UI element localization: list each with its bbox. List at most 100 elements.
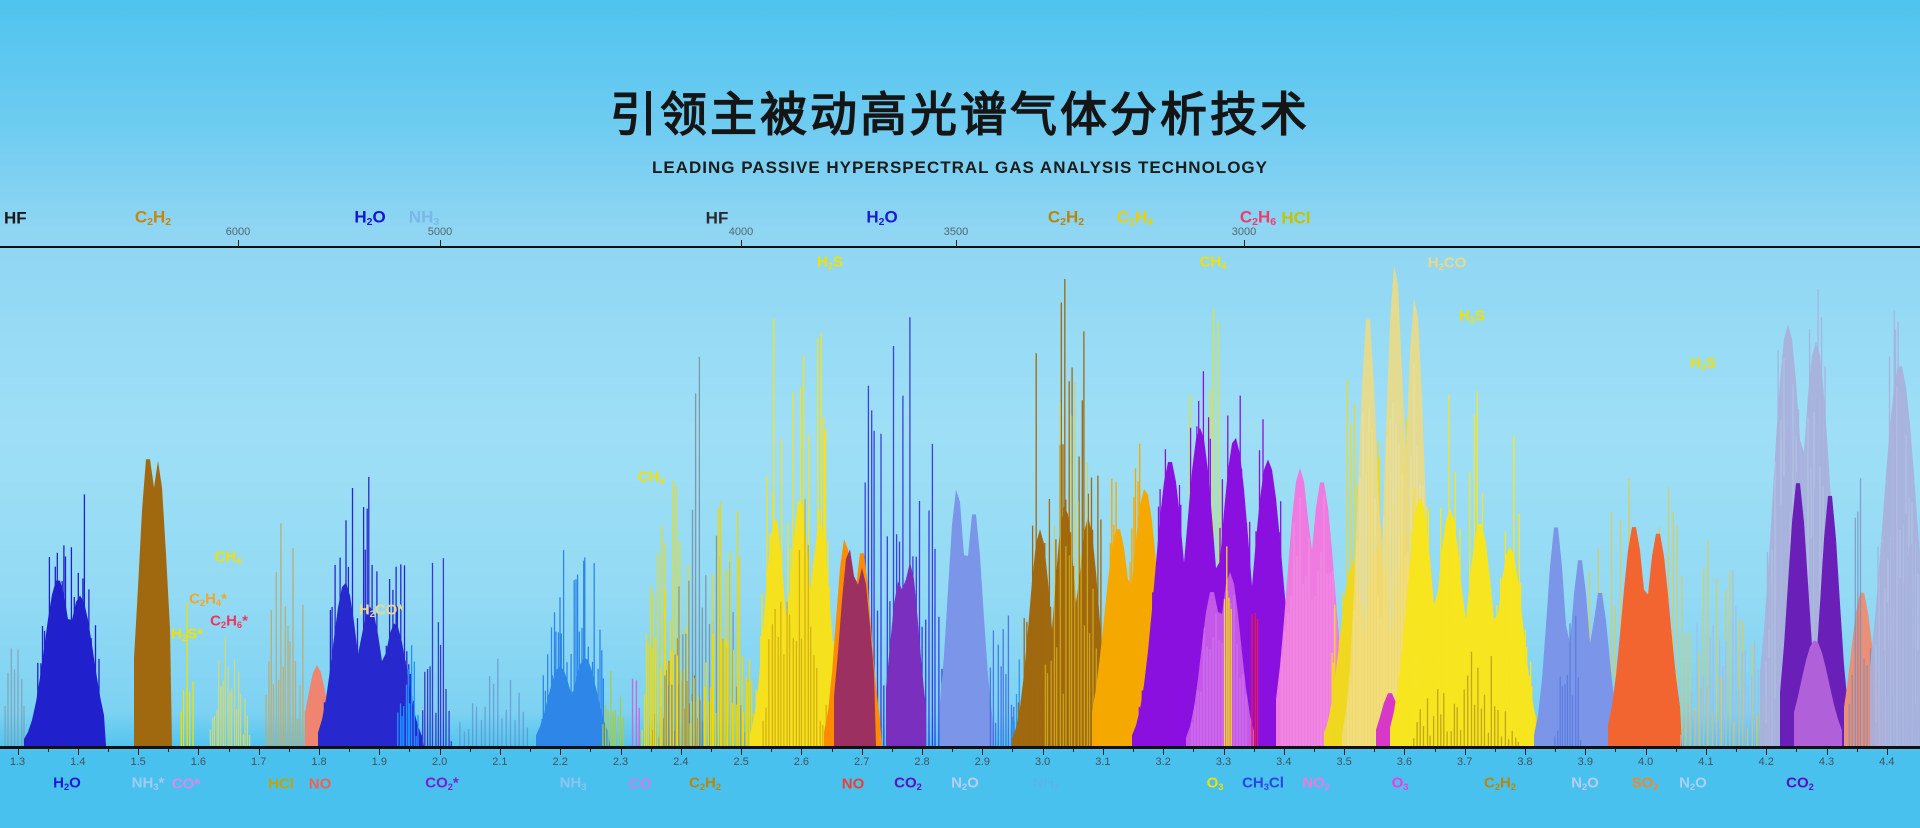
band-orchid-inner-mound bbox=[1186, 572, 1254, 746]
inner-gas-label-ch4: CH4 bbox=[1199, 253, 1227, 272]
wavelength-minor-tick bbox=[107, 749, 109, 752]
bottom-gas-label-no: NO bbox=[308, 775, 332, 793]
band-purple-co2-mound bbox=[886, 562, 926, 746]
wavelength-tick-label: 4.2 bbox=[1758, 756, 1774, 768]
wavelength-minor-tick bbox=[1856, 749, 1858, 752]
wavelength-tick bbox=[499, 749, 501, 755]
wavelength-tick-label: 2.6 bbox=[793, 756, 810, 768]
band-redorange-so2-mound bbox=[1608, 527, 1682, 746]
inner-gas-label-h2co: H2CO* bbox=[358, 601, 404, 620]
inner-gas-label-h2s: H2S* bbox=[171, 625, 203, 644]
bottom-gas-label-co2: CO2 bbox=[894, 774, 922, 793]
wavelength-tick-label: 1.5 bbox=[130, 756, 146, 768]
band-orchid-inner-stripes bbox=[1191, 591, 1247, 746]
wavelength-tick-label: 2.7 bbox=[854, 756, 870, 768]
wavelength-minor-tick bbox=[168, 749, 170, 752]
wavelength-tick-label: 3.4 bbox=[1276, 756, 1292, 768]
wavelength-tick-label: 2.5 bbox=[733, 756, 749, 768]
top-gas-label-hf: HF bbox=[705, 208, 729, 228]
wavelength-minor-tick bbox=[228, 749, 230, 752]
bottom-gas-label-o3: O3 bbox=[1391, 774, 1409, 793]
wavelength-tick bbox=[439, 749, 441, 755]
wavelength-tick-label: 2.8 bbox=[914, 756, 930, 768]
wavelength-minor-tick bbox=[1615, 749, 1617, 752]
bottom-gas-label-nh3: NH3 bbox=[559, 774, 587, 793]
wavelength-tick bbox=[379, 749, 381, 755]
band-yellow-mix-spikes bbox=[1044, 382, 1101, 746]
inner-gas-label-h2s: H2S bbox=[816, 253, 844, 272]
wavelength-tick bbox=[620, 749, 622, 755]
band-brown-flecks-2-spikes bbox=[1413, 651, 1519, 746]
inner-gas-label-c2h4: C2H4* bbox=[189, 590, 227, 609]
wavelength-tick-label: 1.6 bbox=[190, 756, 207, 768]
inner-gas-label-ch4: CH4 bbox=[214, 548, 242, 567]
wavelength-tick bbox=[1042, 749, 1044, 755]
wavelength-tick-label: 2.4 bbox=[673, 756, 689, 768]
wavelength-minor-tick bbox=[1796, 749, 1798, 752]
bottom-gas-label-ch3cl: CH3Cl bbox=[1242, 774, 1284, 793]
wavelength-tick bbox=[138, 749, 140, 755]
page-title: 引领主被动高光谱气体分析技术 bbox=[610, 88, 1310, 141]
wavelength-tick-label: 1.3 bbox=[9, 756, 26, 768]
wavelength-minor-tick bbox=[1253, 749, 1255, 752]
wavelength-tick bbox=[982, 749, 984, 755]
wavelength-minor-tick bbox=[952, 749, 954, 752]
band-brown-twin-mound bbox=[134, 459, 172, 746]
wavelength-tick-label: 3.2 bbox=[1155, 756, 1171, 768]
wavelength-tick-label: 3.1 bbox=[1095, 756, 1111, 768]
wavelength-tick bbox=[680, 749, 682, 755]
bottom-gas-label-nh3: NH3* bbox=[131, 774, 165, 793]
page-subtitle: LEADING PASSIVE HYPERSPECTRAL GAS ANALYS… bbox=[652, 158, 1268, 177]
inner-gas-label-c2h6: C2H6* bbox=[210, 612, 248, 631]
wavelength-minor-tick bbox=[1555, 749, 1557, 752]
bottom-gas-label-c2h2: C2H2 bbox=[688, 774, 722, 793]
band-blue-h2o-spikes bbox=[29, 494, 100, 746]
bottom-gas-label-hcl: HCl bbox=[268, 775, 294, 793]
wavelength-tick bbox=[922, 749, 923, 755]
wavelength-minor-tick bbox=[1012, 749, 1014, 752]
top-gas-label-c2h4: C2H4 bbox=[1116, 207, 1154, 229]
wavelength-tick bbox=[1705, 749, 1707, 755]
wavelength-tick bbox=[741, 749, 743, 755]
wavelength-tick bbox=[560, 749, 562, 755]
top-gas-label-hf: HF bbox=[4, 208, 27, 228]
band-grey-spikes-spikes bbox=[4, 648, 25, 746]
wavelength-tick bbox=[1645, 749, 1647, 755]
wavelength-minor-tick bbox=[1374, 749, 1376, 752]
bottom-gas-label-co2: CO2 bbox=[1786, 774, 1814, 793]
wavelength-tick-label: 1.7 bbox=[251, 756, 267, 768]
wavelength-tick bbox=[1525, 749, 1526, 755]
inner-gas-label-h2s: H2S bbox=[1689, 354, 1717, 373]
wavelength-tick bbox=[1102, 749, 1104, 755]
wavelength-minor-tick bbox=[1494, 749, 1496, 752]
bottom-gas-label-c2h2: C2H2 bbox=[1483, 774, 1517, 793]
wavelength-tick bbox=[1464, 749, 1466, 755]
top-gas-label-c2h6: C2H6 bbox=[1239, 207, 1277, 229]
band-yellow-thin-spikes bbox=[180, 602, 194, 746]
bottom-gas-label-co2: CO2* bbox=[425, 774, 459, 793]
wavelength-tick-label: 3.3 bbox=[1215, 756, 1232, 768]
wavelength-tick bbox=[861, 749, 863, 755]
bottom-gas-label-co: CO* bbox=[171, 775, 201, 793]
band-tan-spikes-spikes bbox=[265, 523, 311, 746]
band-periwinkle-edge-spikes bbox=[1875, 310, 1920, 746]
wavelength-minor-tick bbox=[771, 749, 773, 752]
band-cornflower-n2o-mound bbox=[940, 489, 994, 746]
wavelength-tick bbox=[198, 749, 200, 755]
wavelength-tick bbox=[258, 749, 260, 755]
wavelength-tick bbox=[1886, 749, 1888, 755]
top-gas-label-hcl: HCl bbox=[1281, 208, 1311, 228]
bottom-gas-label-no2: NO2 bbox=[1302, 774, 1330, 793]
bottom-gas-label-n2o: N2O bbox=[951, 774, 979, 793]
wavenumber-tick-label: 3500 bbox=[943, 226, 969, 238]
wavelength-tick-label: 1.4 bbox=[70, 756, 86, 768]
bottom-gas-label-n2o: N2O bbox=[1571, 774, 1599, 793]
wavelength-minor-tick bbox=[469, 749, 471, 752]
wavelength-tick-label: 4.4 bbox=[1879, 756, 1895, 768]
band-brown-flecks-spikes bbox=[762, 498, 830, 746]
wavelength-tick-label: 1.9 bbox=[371, 756, 387, 768]
bottom-gas-label-no: NO bbox=[841, 775, 865, 793]
wavelength-tick-label: 3.6 bbox=[1396, 756, 1413, 768]
wavenumber-tick bbox=[956, 240, 957, 246]
wavelength-tick bbox=[801, 749, 803, 755]
